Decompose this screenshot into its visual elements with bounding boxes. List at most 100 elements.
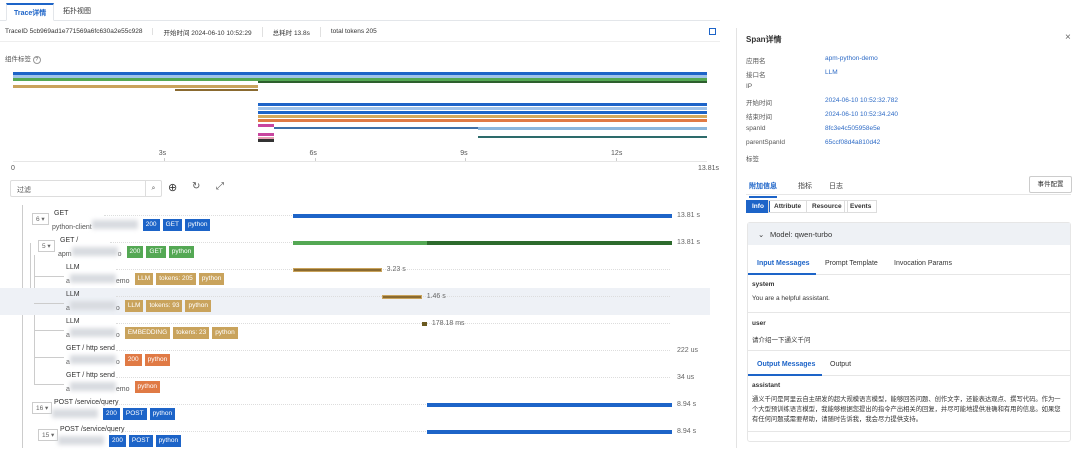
axis-tick — [314, 158, 316, 161]
minimap-span-bar — [258, 80, 707, 83]
tab-trace-detail[interactable]: Trace详情 — [6, 3, 55, 21]
minimap-span-bar — [258, 119, 707, 123]
tab-output-messages[interactable]: Output Messages — [757, 361, 816, 368]
refresh-icon[interactable]: ↻ — [192, 181, 201, 192]
span-name: LLM — [66, 318, 80, 325]
span-tag: 200 — [142, 219, 160, 231]
info-tab-info[interactable]: Info — [746, 200, 770, 213]
span-tag: 200 — [126, 246, 144, 258]
span-duration-bar[interactable] — [293, 214, 672, 218]
tab-prompt-template[interactable]: Prompt Template — [825, 260, 878, 267]
span-duration: 1.46 s — [426, 293, 446, 300]
span-tag: python — [134, 381, 161, 393]
span-tag: python — [198, 273, 225, 285]
axis-tick-label: 12s — [611, 150, 623, 157]
trace-tokens: total tokens 205 — [330, 28, 377, 35]
child-count-toggle[interactable]: 15 ▾ — [38, 429, 59, 441]
model-name: Model: qwen-turbo — [770, 230, 833, 239]
filter-input[interactable]: 过滤 ⌕ — [10, 180, 162, 197]
axis-end: 13.81s — [697, 165, 719, 172]
axis-tick-label: 3s — [158, 150, 167, 157]
span-tags: python-client 200 GET python — [52, 219, 211, 231]
trace-start: 开始时间 2024-06-10 10:52:29 — [153, 26, 263, 37]
span-row[interactable]: 5 ▾ GET / apm o 200 GET python 13.81 s — [0, 234, 710, 261]
locate-icon[interactable]: ⊕ — [168, 182, 178, 194]
span-row[interactable]: LLM a emo LLM tokens: 205 python 3.23 s — [0, 261, 710, 288]
span-tag: 200 — [124, 354, 142, 366]
span-row[interactable]: LLM a o LLM tokens: 93 python 1.46 s — [0, 288, 710, 315]
axis-start: 0 — [11, 165, 15, 172]
field-value: 8fc3e4c505958e5e — [825, 125, 881, 132]
span-tag: python — [185, 300, 211, 312]
axis-tick-label: 6s — [309, 150, 317, 157]
minimap-label: 组件标签 ? — [5, 53, 41, 64]
tab-output[interactable]: Output — [830, 361, 852, 368]
child-count-toggle[interactable]: 6 ▾ — [32, 213, 49, 225]
open-external-icon[interactable] — [709, 28, 716, 35]
redacted-text — [58, 435, 104, 445]
span-duration-bar[interactable] — [426, 430, 673, 434]
field-value: 2024-06-10 10:52:34.240 — [825, 111, 899, 118]
info-tab-resource[interactable]: Resource — [806, 200, 848, 213]
span-name: GET / http send — [66, 372, 115, 379]
span-tag: 200 — [103, 408, 120, 420]
span-tag: LLM — [124, 300, 144, 312]
service-name: a emo — [66, 381, 130, 393]
span-duration: 13.81 s — [677, 239, 700, 246]
tab-metrics[interactable]: 指标 — [798, 183, 812, 190]
time-axis: 0 13.81s 3s 6s 9s 12s — [11, 148, 719, 178]
search-icon[interactable]: ⌕ — [145, 181, 161, 196]
model-header[interactable]: ⌄ Model: qwen-turbo — [748, 223, 1070, 245]
span-name: LLM — [66, 264, 80, 271]
model-card: ⌄ Model: qwen-turbo Input Messages Promp… — [747, 222, 1071, 442]
span-tag: python — [184, 219, 211, 231]
span-tag: tokens: 205 — [156, 273, 196, 285]
span-duration-bar[interactable] — [293, 268, 382, 272]
tab-invocation-params[interactable]: Invocation Params — [894, 260, 952, 267]
span-tags: a emo python — [66, 381, 161, 393]
span-detail-panel: Span详情 × 应用名 apm-python-demo 接口名 LLM IP 开始时间 2… — [736, 28, 1080, 448]
span-duration: 13.81 s — [677, 212, 700, 219]
span-row[interactable]: 16 ▾ POST /service/query 200 POST python 8.94… — [0, 396, 710, 423]
expand-icon[interactable]: ⤢ — [216, 181, 224, 192]
span-duration: 8.94 s — [677, 428, 697, 435]
tab-input-messages[interactable]: Input Messages — [757, 260, 810, 267]
minimap[interactable] — [13, 72, 707, 143]
help-icon[interactable]: ? — [32, 56, 41, 64]
event-config-button[interactable]: 事件配置 — [1029, 176, 1072, 193]
span-row[interactable]: LLM a o EMBEDDING tokens: 23 python 178.18 ms — [0, 315, 710, 342]
axis-tick — [616, 158, 618, 161]
trace-info-bar: TraceID 5cb969ad1e771569a6fc630a2e55c928… — [0, 22, 720, 42]
tab-topology[interactable]: 拓扑视图 — [63, 8, 91, 15]
child-count-toggle[interactable]: 5 ▾ — [38, 240, 55, 252]
span-tags: a emo LLM tokens: 205 python — [66, 273, 225, 285]
minimap-span-bar — [477, 135, 707, 138]
span-tag: POST — [128, 435, 153, 447]
minimap-span-bar — [13, 85, 259, 89]
system-message: You are a helpful assistant. — [752, 295, 830, 302]
span-duration-bar[interactable] — [381, 295, 422, 299]
span-row[interactable]: 15 ▾ POST /service/query 200 POST python 8.94… — [0, 423, 710, 450]
close-icon[interactable]: × — [1065, 32, 1071, 43]
axis-tick-label: 9s — [460, 150, 468, 157]
child-count-toggle[interactable]: 16 ▾ — [32, 402, 53, 414]
span-duration-bar[interactable] — [421, 322, 427, 326]
trace-id: TraceID 5cb969ad1e771569a6fc630a2e55c928 — [5, 28, 154, 35]
user-message: 请介绍一下通义千问 — [752, 337, 811, 344]
span-row[interactable]: GET / http send a emo python 34 us — [0, 369, 710, 396]
tab-extra-info[interactable]: 附加信息 — [749, 181, 777, 198]
info-tab-events[interactable]: Events — [844, 200, 878, 213]
span-row[interactable]: GET / http send a o 200 python 222 us — [0, 342, 710, 369]
redacted-text — [69, 300, 116, 310]
info-tab-attribute[interactable]: Attribute — [768, 200, 808, 213]
span-duration-bar[interactable] — [426, 403, 673, 407]
span-tags: 200 POST python — [58, 435, 182, 447]
minimap-span-bar — [175, 88, 259, 91]
span-name: GET — [54, 210, 69, 217]
redacted-text — [71, 246, 118, 256]
service-name — [58, 435, 104, 447]
tab-logs[interactable]: 日志 — [829, 183, 843, 190]
field-value: 2024-06-10 10:52:32.782 — [825, 97, 899, 104]
span-row[interactable]: 6 ▾ GET python-client 200 GET python 13.81 s — [0, 207, 710, 234]
